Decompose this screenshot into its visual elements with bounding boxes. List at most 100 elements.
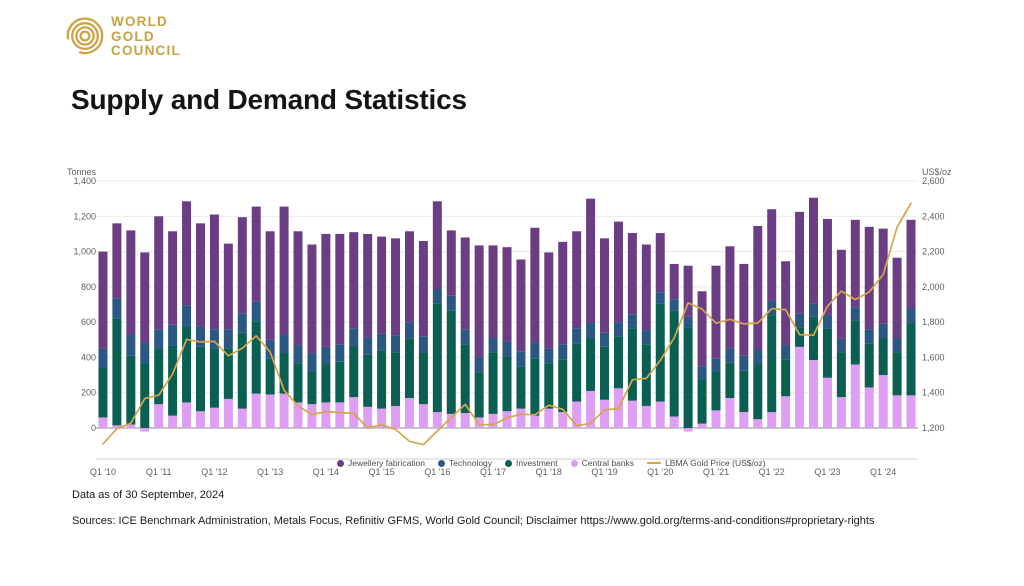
legend-label: Investment — [516, 458, 558, 468]
bar-Q420 — [697, 291, 707, 428]
segment-technology — [781, 345, 791, 360]
segment-jewellery-fabrication — [140, 252, 150, 343]
legend-item-lbma-gold-price-us-oz-[interactable]: LBMA Gold Price (US$/oz) — [647, 458, 766, 468]
right-axis-unit-label: US$/oz — [922, 167, 952, 177]
segment-investment — [669, 310, 679, 417]
bar-Q415 — [418, 240, 428, 428]
segment-jewellery-fabrication — [753, 225, 763, 350]
x-axis-tick-label: Q1 '13 — [257, 467, 283, 477]
segment-technology — [822, 315, 832, 329]
segment-central-banks — [822, 377, 832, 428]
bar-Q221 — [725, 246, 735, 428]
segment-central-banks — [669, 416, 679, 428]
segment-investment — [279, 353, 289, 394]
segment-investment — [195, 346, 205, 412]
x-axis-tick-label: Q1 '19 — [591, 467, 617, 477]
segment-central-banks — [363, 406, 373, 428]
segment-jewellery-fabrication — [293, 231, 303, 346]
segment-investment — [168, 345, 178, 416]
bar-Q222 — [781, 261, 791, 428]
bar-Q219 — [613, 221, 623, 428]
segment-central-banks — [223, 398, 233, 428]
segment-jewellery-fabrication — [781, 261, 791, 346]
segment-jewellery-fabrication — [418, 240, 428, 337]
legend-item-central-banks[interactable]: Central banks — [570, 458, 635, 468]
segment-central-banks — [293, 402, 303, 428]
legend-label: Central banks — [581, 458, 635, 468]
segment-investment — [586, 338, 596, 391]
bar-Q120 — [655, 233, 665, 428]
segment-central-banks — [182, 402, 192, 428]
segment-jewellery-fabrication — [446, 230, 456, 296]
segment-technology — [279, 334, 289, 354]
segment-investment — [892, 352, 902, 396]
segment-jewellery-fabrication — [265, 231, 275, 340]
segment-central-banks — [418, 404, 428, 428]
logo-word-council: COUNCIL — [111, 43, 181, 58]
segment-investment — [544, 363, 554, 409]
segment-central-banks — [279, 393, 289, 428]
segment-central-banks — [558, 412, 568, 428]
segment-central-banks — [683, 428, 693, 432]
segment-investment — [600, 346, 610, 400]
segment-technology — [530, 342, 540, 359]
segment-central-banks — [795, 346, 805, 428]
segment-investment — [391, 352, 401, 406]
segment-investment — [739, 370, 749, 413]
segment-technology — [168, 324, 178, 346]
segment-investment — [223, 348, 233, 399]
segment-jewellery-fabrication — [363, 233, 373, 338]
segment-central-banks — [126, 424, 136, 428]
segment-central-banks — [627, 400, 637, 428]
left-axis-tick-label: 200 — [81, 388, 96, 398]
bar-Q419 — [641, 244, 651, 428]
right-axis-tick-label: 1,400 — [922, 388, 945, 398]
bar-Q111 — [154, 216, 164, 428]
segment-technology — [906, 308, 916, 324]
legend-label: Technology — [449, 458, 493, 468]
bar-Q113 — [265, 231, 275, 428]
segment-investment — [154, 349, 164, 405]
segment-central-banks — [307, 404, 317, 428]
segment-central-banks — [460, 413, 470, 428]
segment-technology — [655, 292, 665, 304]
page-title: Supply and Demand Statistics — [71, 84, 467, 115]
left-axis-tick-label: 1,400 — [73, 176, 96, 186]
segment-central-banks — [98, 417, 108, 428]
segment-technology — [683, 316, 693, 328]
segment-central-banks — [711, 410, 721, 428]
segment-investment — [767, 315, 777, 413]
left-axis-tick-label: 1,200 — [73, 211, 96, 221]
bar-Q421 — [753, 225, 763, 428]
segment-jewellery-fabrication — [586, 198, 596, 324]
segment-technology — [418, 336, 428, 354]
bar-Q119 — [600, 238, 610, 428]
segment-technology — [739, 355, 749, 371]
segment-investment — [502, 356, 512, 412]
segment-investment — [349, 345, 359, 398]
segment-investment — [711, 371, 721, 411]
legend-item-investment[interactable]: Investment — [505, 458, 558, 468]
bar-Q124 — [878, 228, 888, 428]
segment-jewellery-fabrication — [558, 241, 568, 345]
legend-dot-swatch — [337, 459, 344, 467]
x-axis-tick-label: Q1 '24 — [870, 467, 896, 477]
segment-jewellery-fabrication — [182, 201, 192, 306]
legend-item-jewellery-fabrication[interactable]: Jewellery fabrication — [337, 458, 425, 468]
segment-central-banks — [725, 398, 735, 428]
segment-investment — [363, 354, 373, 407]
segment-central-banks — [850, 364, 860, 428]
bar-Q214 — [335, 233, 345, 428]
segment-investment — [822, 328, 832, 378]
x-axis-tick-label: Q1 '18 — [536, 467, 562, 477]
bar-Q223 — [836, 249, 846, 428]
segment-technology — [140, 342, 150, 364]
segment-technology — [864, 329, 874, 344]
segment-technology — [237, 313, 247, 333]
segment-central-banks — [391, 405, 401, 428]
segment-technology — [251, 301, 261, 322]
legend-item-technology[interactable]: Technology — [438, 458, 492, 468]
segment-central-banks — [906, 395, 916, 428]
right-axis-tick-label: 2,400 — [922, 211, 945, 221]
segment-investment — [209, 348, 219, 408]
